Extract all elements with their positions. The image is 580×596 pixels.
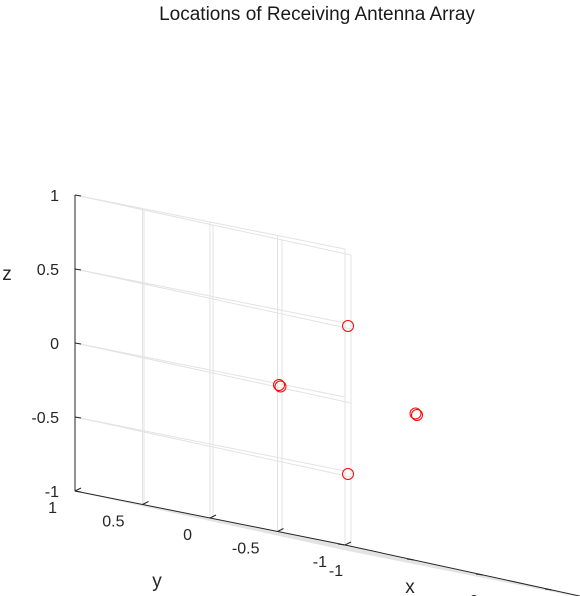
- data-point: [273, 379, 285, 391]
- x-tick-label: -1: [329, 563, 343, 580]
- x-tick-mark: [544, 588, 553, 591]
- x-tick-mark: [475, 573, 484, 576]
- y-tick-mark: [277, 528, 284, 532]
- z-tick-mark: [74, 416, 82, 419]
- data-point: [342, 468, 354, 480]
- grid-line: [277, 531, 554, 592]
- y-axis-label: y: [152, 571, 162, 592]
- y-tick-mark: [344, 541, 352, 546]
- z-tick-mark: [74, 490, 82, 493]
- x-axis-label: x: [405, 577, 415, 596]
- z-tick-label: 0: [50, 336, 59, 353]
- tick-labels: -101-1-0.500.51-1-0.500.51: [31, 188, 479, 596]
- grid-line: [74, 342, 352, 404]
- grid-line: [142, 504, 419, 565]
- chart-title: Locations of Receiving Antenna Array: [159, 4, 475, 25]
- x-tick-label: 0: [470, 593, 479, 596]
- grid-line: [74, 490, 352, 552]
- grid-line: [74, 416, 346, 472]
- y-tick-mark: [74, 487, 82, 492]
- grid-line: [74, 194, 346, 250]
- grid-line: [74, 268, 352, 330]
- y-tick-label: 1: [48, 500, 57, 517]
- z-tick-mark: [74, 268, 82, 271]
- grid-line: [74, 342, 346, 398]
- y-tick-label: 0: [183, 527, 192, 544]
- z-tick-label: -0.5: [31, 410, 59, 427]
- grid-line: [74, 268, 346, 324]
- z-tick-mark: [74, 342, 82, 345]
- x-tick-mark: [406, 558, 415, 561]
- data-point: [274, 380, 287, 393]
- y-tick-label: -1: [313, 554, 327, 571]
- y-tick-label: -0.5: [232, 541, 260, 558]
- z-tick-label: -1: [45, 484, 59, 501]
- data-point: [342, 320, 354, 332]
- z-tick-label: 1: [50, 188, 59, 205]
- data-point: [409, 407, 422, 420]
- x-tick-mark: [337, 543, 346, 546]
- axis-layer: [74, 194, 580, 596]
- grid-line: [74, 194, 352, 256]
- y-tick-mark: [209, 514, 217, 519]
- y-tick-mark: [142, 501, 149, 505]
- data-points: [273, 320, 423, 480]
- data-point: [411, 409, 423, 421]
- z-axis-label: z: [2, 264, 12, 285]
- grid-line: [74, 416, 352, 478]
- y-tick-label: 0.5: [102, 514, 124, 531]
- z-tick-label: 0.5: [37, 262, 59, 279]
- z-tick-mark: [74, 194, 82, 197]
- grid-line: [209, 517, 487, 579]
